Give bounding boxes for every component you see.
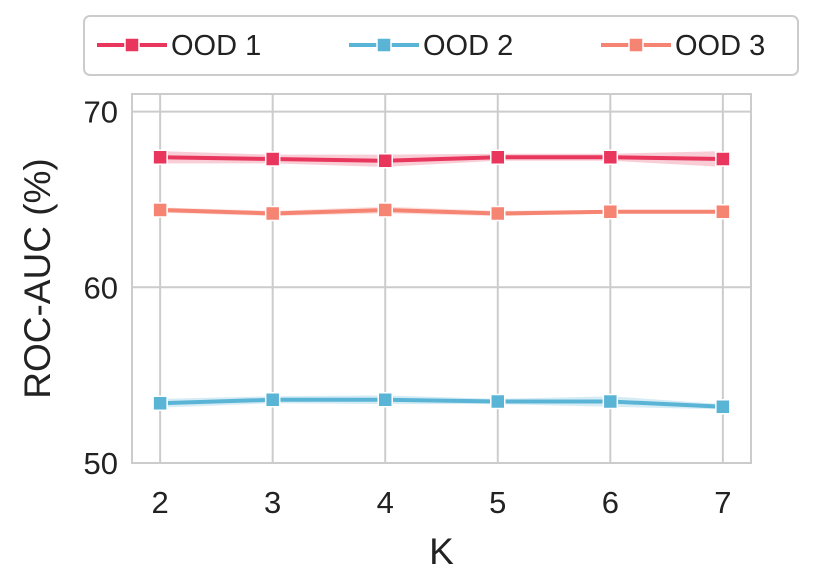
legend-marker [124, 37, 140, 53]
data-point [602, 393, 619, 410]
legend-entry: OOD 1 [97, 30, 261, 62]
series-markers [152, 149, 731, 415]
data-point [264, 391, 281, 408]
legend-marker [628, 37, 644, 53]
data-point [715, 151, 731, 167]
data-point [715, 203, 731, 220]
x-tick-label: 2 [152, 485, 169, 520]
series-line [160, 397, 723, 409]
x-axis-label: K [429, 531, 454, 572]
data-point [377, 202, 393, 218]
y-tick-label: 70 [84, 95, 118, 130]
legend: OOD 1 OOD 2 OOD 3 [83, 15, 799, 76]
data-point [715, 399, 731, 415]
legend-box [83, 15, 799, 76]
x-tick-labels: 2 3 4 5 6 7 [152, 485, 732, 520]
data-point [377, 391, 393, 408]
legend-entry: OOD 2 [349, 30, 513, 62]
series-line [160, 207, 723, 216]
data-point [264, 205, 281, 222]
x-tick-label: 6 [602, 485, 619, 520]
data-point [152, 149, 168, 166]
data-point [602, 149, 619, 166]
series-line [160, 155, 723, 163]
legend-entry: OOD 3 [601, 30, 765, 62]
legend-label: OOD 1 [171, 30, 261, 62]
x-tick-label: 3 [264, 485, 281, 520]
y-tick-label: 50 [84, 446, 118, 481]
x-tick-label: 4 [377, 485, 394, 520]
legend-marker [376, 37, 392, 53]
data-point [490, 393, 506, 410]
x-tick-label: 7 [714, 485, 731, 520]
legend-label: OOD 3 [675, 30, 765, 62]
plot-area [131, 93, 752, 464]
x-tick-label: 5 [489, 485, 506, 520]
data-point [264, 151, 281, 167]
data-point [152, 395, 168, 412]
y-tick-label: 60 [84, 270, 118, 305]
y-axis-label: ROC-AUC (%) [17, 158, 58, 398]
legend-label: OOD 2 [423, 30, 513, 62]
data-point [152, 202, 168, 218]
data-point [490, 149, 506, 166]
data-point [490, 205, 506, 222]
series-lines [160, 155, 723, 409]
data-point [602, 203, 619, 220]
confidence-bands [160, 151, 723, 410]
y-tick-labels: 50 60 70 [84, 95, 118, 481]
data-point [377, 153, 393, 169]
